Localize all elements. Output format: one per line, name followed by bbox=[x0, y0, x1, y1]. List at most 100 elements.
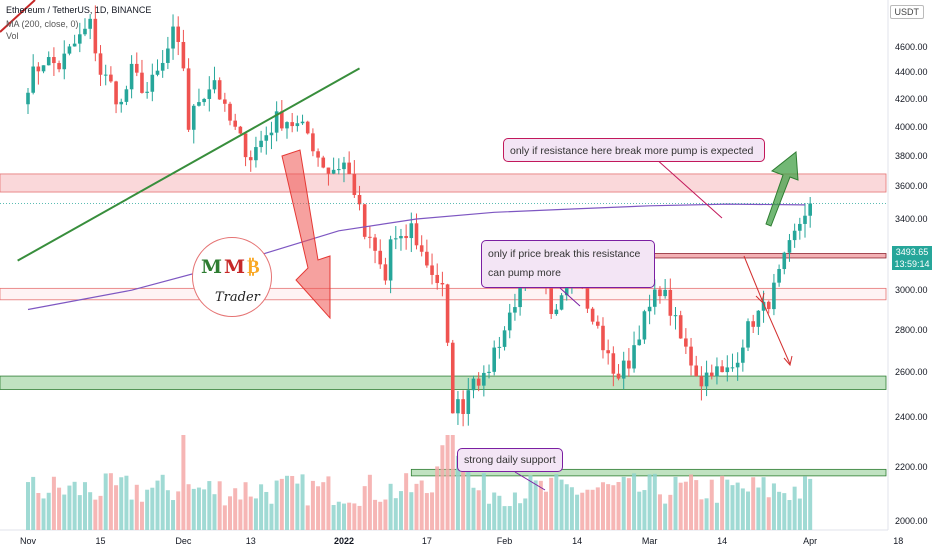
x-tick-label: 17 bbox=[421, 536, 432, 546]
volume-bar bbox=[212, 494, 217, 530]
volume-bar bbox=[746, 491, 751, 530]
candle-body bbox=[186, 68, 191, 130]
candle-body bbox=[181, 41, 186, 69]
volume-bar bbox=[455, 455, 460, 530]
candle-body bbox=[559, 295, 564, 310]
candle-body bbox=[642, 311, 647, 340]
volume-bar bbox=[145, 489, 150, 530]
candle-body bbox=[606, 350, 610, 354]
volume-bar bbox=[305, 505, 310, 530]
volume-bar bbox=[310, 480, 315, 530]
volume-bar bbox=[98, 495, 103, 530]
volume-bar bbox=[46, 492, 51, 530]
resistance-break-note[interactable]: only if resistance here break more pump … bbox=[503, 138, 765, 162]
candle-body bbox=[383, 264, 388, 281]
candle-body bbox=[233, 120, 237, 127]
volume-bar bbox=[590, 489, 595, 530]
candle-body bbox=[730, 367, 735, 369]
candle-body bbox=[155, 70, 160, 75]
candle-body bbox=[621, 360, 626, 379]
volume-bar bbox=[331, 505, 336, 530]
candle-body bbox=[331, 169, 336, 174]
candle-body bbox=[766, 301, 771, 310]
volume-bar bbox=[461, 470, 466, 530]
candle-body bbox=[601, 325, 605, 351]
candle-body bbox=[564, 284, 569, 296]
volume-bar bbox=[544, 491, 548, 530]
currency-badge[interactable]: USDT bbox=[889, 5, 924, 19]
volume-bar bbox=[336, 501, 341, 530]
volume-bar bbox=[41, 498, 46, 530]
bitcoin-icon: ₿ bbox=[247, 256, 260, 278]
candle-body bbox=[259, 140, 263, 148]
x-tick-label: 14 bbox=[572, 536, 583, 546]
projection-path bbox=[761, 299, 791, 365]
y-tick-label: 4400.00 bbox=[895, 67, 928, 78]
candle-body bbox=[751, 321, 755, 327]
candle-body bbox=[678, 315, 683, 339]
volume-bar bbox=[191, 488, 196, 530]
volume-bar bbox=[243, 482, 248, 530]
candle-body bbox=[419, 245, 424, 252]
volume-bar bbox=[575, 494, 580, 530]
volume-bar bbox=[129, 499, 134, 530]
candle-body bbox=[145, 91, 149, 93]
candle-body bbox=[321, 157, 326, 168]
candle-body bbox=[197, 102, 201, 106]
projection-path bbox=[743, 255, 763, 301]
candle-body bbox=[792, 230, 797, 241]
support-note[interactable]: strong daily support bbox=[457, 448, 563, 472]
volume-bar bbox=[683, 481, 688, 530]
y-tick-label: 3400.00 bbox=[895, 213, 928, 224]
x-tick-label: 13 bbox=[245, 536, 256, 546]
candle-body bbox=[357, 194, 362, 205]
candle-body bbox=[300, 121, 305, 124]
volume-bar bbox=[31, 476, 36, 530]
volume-bar bbox=[440, 445, 445, 530]
candle-body bbox=[425, 251, 429, 266]
bearish-arrow bbox=[281, 149, 331, 320]
candle-body bbox=[269, 132, 274, 136]
price-break-note[interactable]: only if price break this resistance can … bbox=[481, 240, 655, 288]
candle-body bbox=[798, 223, 802, 231]
candle-body bbox=[207, 89, 212, 99]
candle-body bbox=[342, 162, 346, 170]
candle-body bbox=[93, 18, 98, 54]
candle-body bbox=[487, 371, 491, 373]
volume-bar bbox=[616, 482, 621, 530]
volume-bar bbox=[632, 473, 637, 530]
projection-arrowhead bbox=[755, 292, 765, 303]
volume-bar bbox=[621, 476, 626, 530]
candle-body bbox=[109, 74, 113, 82]
candle-body bbox=[735, 362, 740, 368]
volume-bar bbox=[528, 475, 533, 530]
candle-body bbox=[652, 289, 657, 307]
bullish-arrow bbox=[765, 151, 799, 227]
volume-bar bbox=[559, 479, 564, 530]
volume-bar bbox=[321, 482, 326, 530]
volume-bar bbox=[357, 505, 362, 530]
candle-body bbox=[404, 235, 408, 239]
volume-bar bbox=[124, 475, 129, 530]
candle-body bbox=[114, 81, 118, 105]
downtrend-line bbox=[0, 0, 36, 33]
volume-bar bbox=[782, 493, 787, 530]
candle-body bbox=[295, 123, 300, 127]
candle-body bbox=[456, 399, 460, 414]
candle-body bbox=[217, 80, 222, 100]
candle-body bbox=[316, 151, 320, 158]
volume-bar bbox=[165, 490, 170, 530]
candle-body bbox=[554, 309, 559, 315]
volume-bar bbox=[564, 484, 569, 530]
x-tick-label: Nov bbox=[19, 536, 37, 546]
candle-body bbox=[140, 72, 144, 93]
volume-bar bbox=[103, 473, 108, 530]
candle-body bbox=[31, 66, 35, 93]
y-tick-label: 3600.00 bbox=[895, 181, 928, 192]
volume-bar bbox=[114, 485, 119, 530]
ma-legend: MA (200, close, 0) bbox=[6, 19, 79, 29]
volume-bar bbox=[217, 481, 222, 530]
candle-body bbox=[274, 111, 279, 133]
volume-bar bbox=[450, 435, 455, 530]
note-pointer bbox=[654, 157, 723, 219]
